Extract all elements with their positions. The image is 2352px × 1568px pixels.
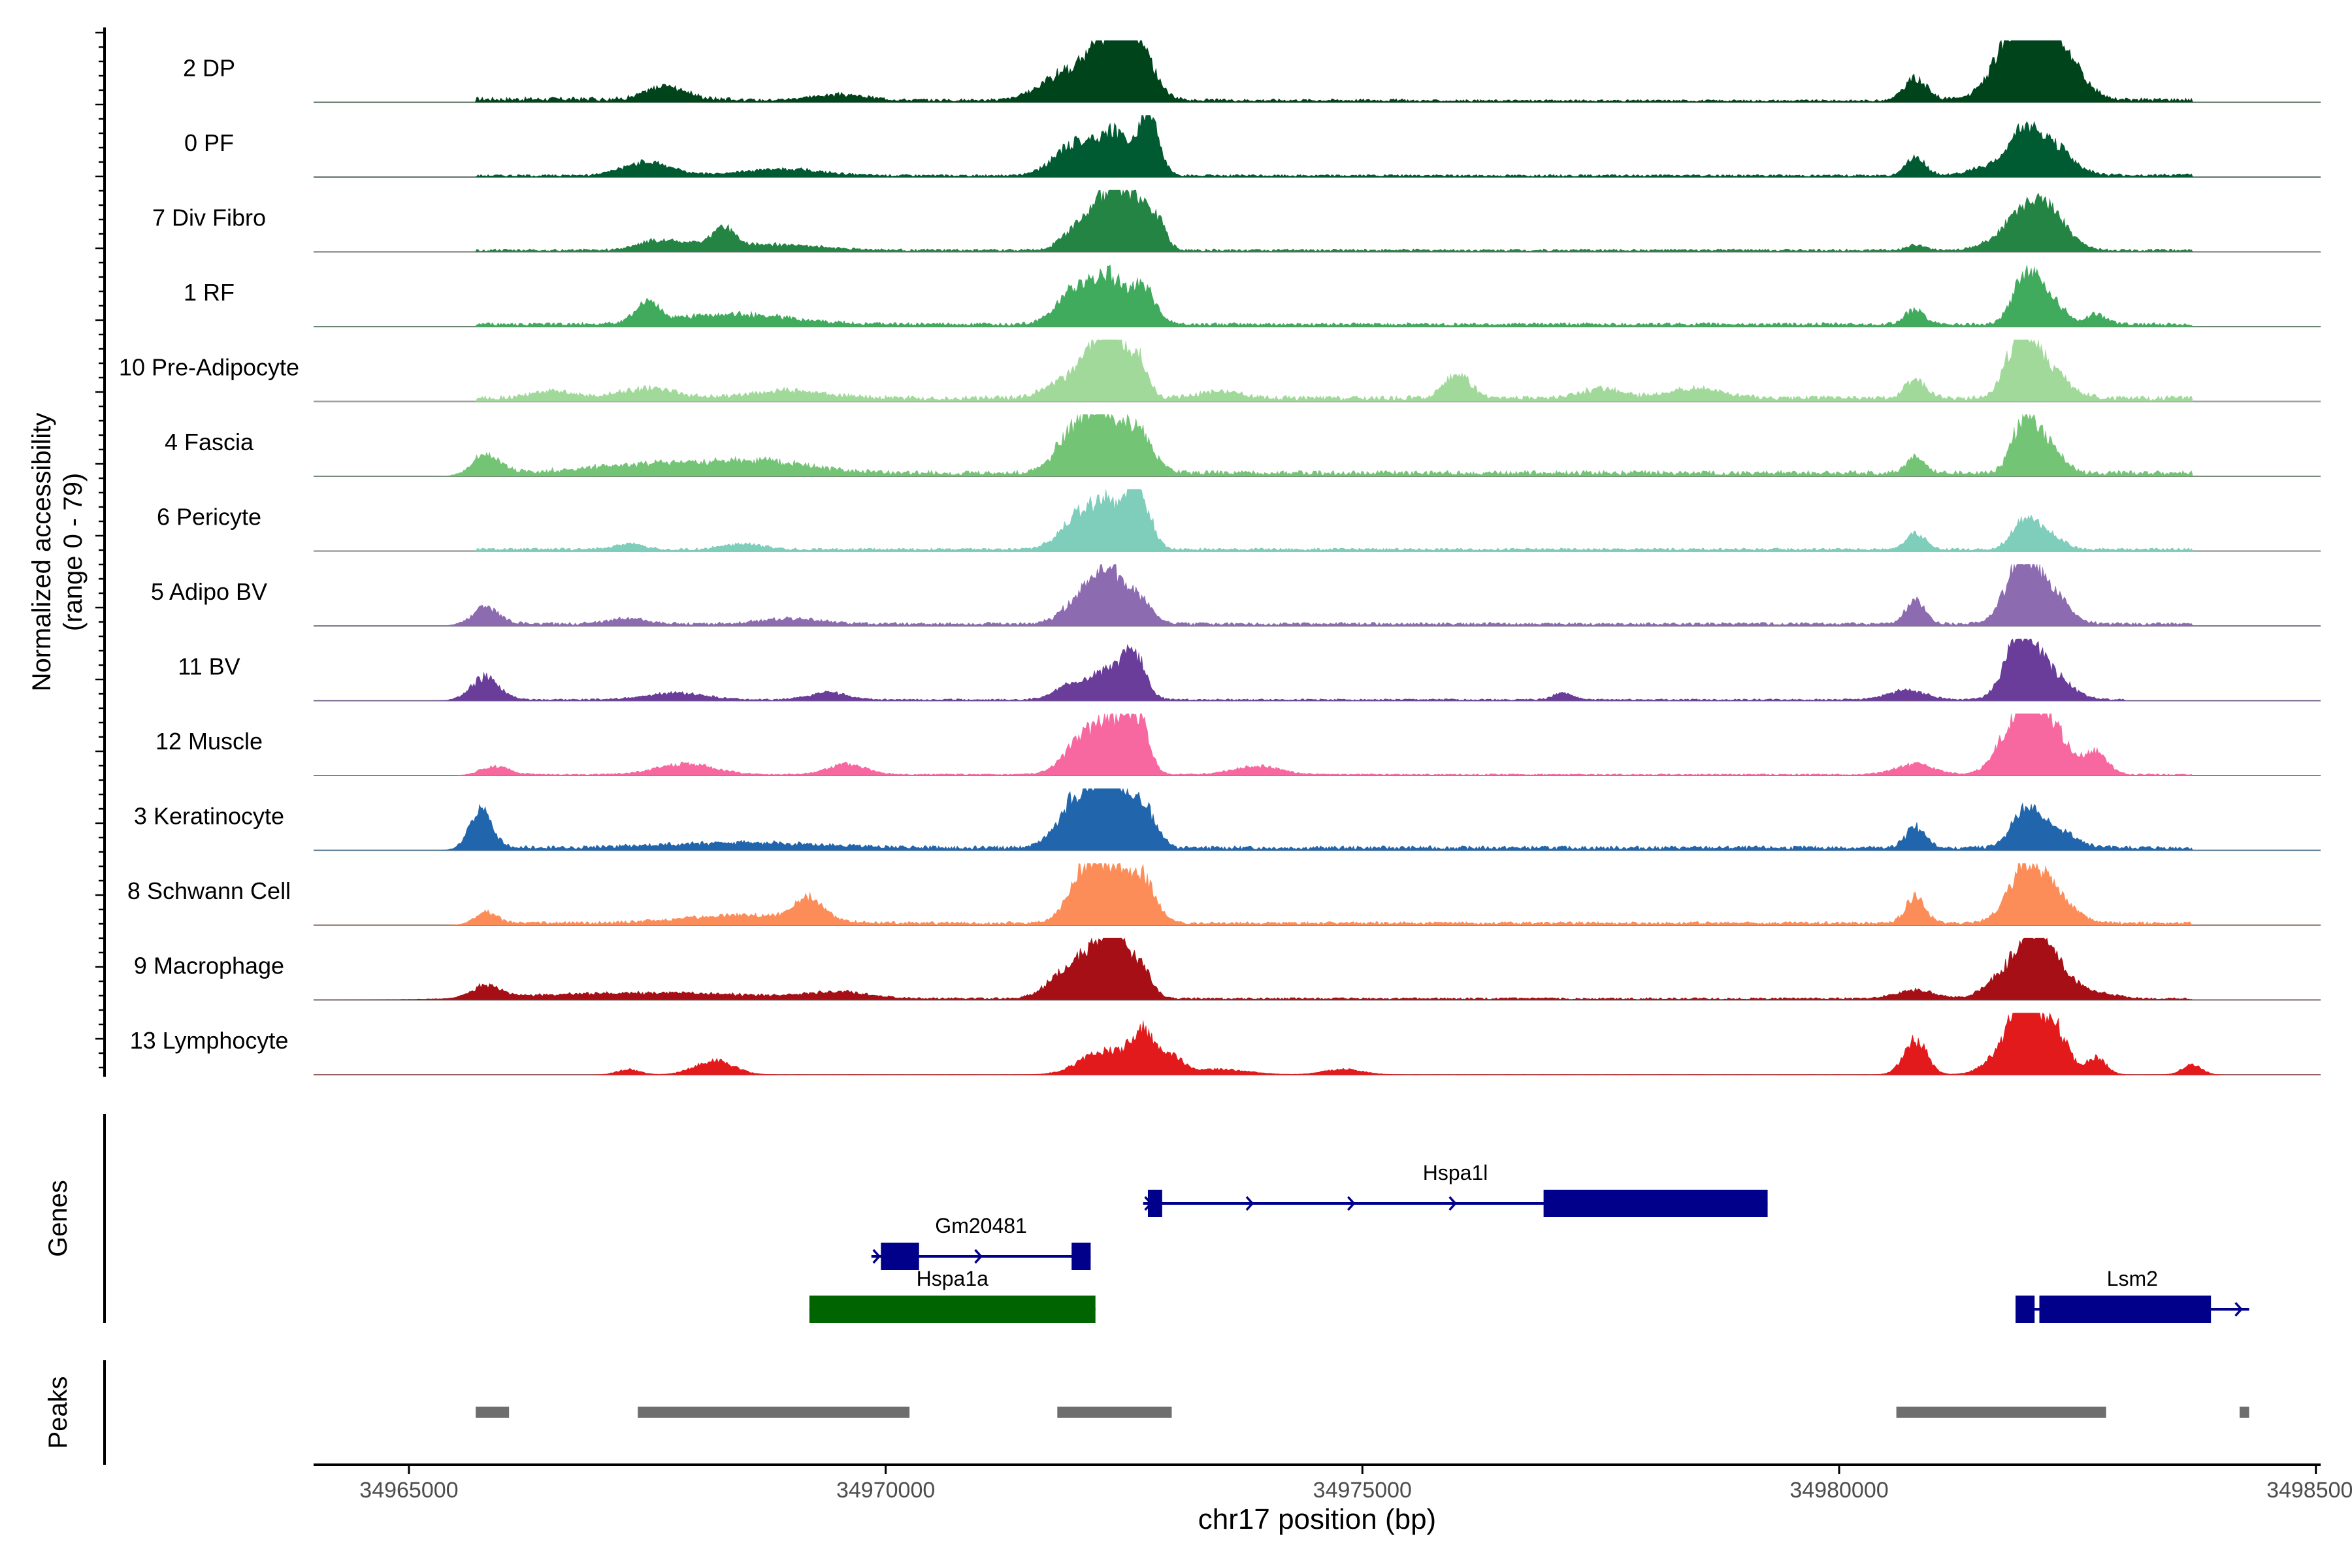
gene-exon — [1071, 1243, 1091, 1270]
genes-panel: Genes Hspa1l Gm20481 Hspa1a Lsm2 — [44, 1114, 2249, 1323]
x-tick-label: 34980000 — [1789, 1478, 1888, 1503]
track-3-keratinocyte: 3 Keratinocyte — [134, 788, 2321, 851]
track-10-pre-adipocyte: 10 Pre-Adipocyte — [119, 339, 2321, 402]
peaks-panel: Peaks — [44, 1360, 2249, 1465]
coverage-area — [314, 638, 2321, 701]
track-label: 4 Fascia — [165, 429, 254, 455]
gene-label: Hspa1l — [1423, 1161, 1488, 1184]
gene-exon — [2039, 1296, 2212, 1323]
track-label: 13 Lymphocyte — [130, 1027, 289, 1054]
gene-label: Lsm2 — [2107, 1267, 2158, 1290]
gene-exon — [881, 1243, 919, 1270]
tracks: 2 DP 0 PF 7 Div Fibro 1 RF 10 Pre-Adipocyte 4… — [119, 40, 2321, 1075]
coverage-area — [314, 40, 2321, 103]
peak-region — [1896, 1407, 2106, 1418]
track-9-macrophage: 9 Macrophage — [134, 938, 2321, 1001]
track-label: 7 Div Fibro — [152, 204, 266, 231]
gene-lsm2: Lsm2 — [2015, 1267, 2249, 1323]
gene-exon — [1147, 1190, 1162, 1217]
strand-arrow — [1347, 1196, 1356, 1211]
coverage-area — [314, 189, 2321, 252]
x-tick-label: 34970000 — [836, 1478, 935, 1503]
coverage-area — [314, 713, 2321, 776]
track-2-dp: 2 DP — [183, 40, 2321, 103]
track-label: 6 Pericyte — [157, 504, 261, 531]
track-label: 3 Keratinocyte — [134, 803, 284, 830]
x-ticks: 34965000 34970000 34975000 34980000 34985000 — [359, 1465, 2352, 1503]
strand-arrow — [872, 1249, 881, 1264]
coverage-area — [314, 414, 2321, 477]
gene-label: Hspa1a — [917, 1267, 989, 1290]
peak-region — [2239, 1407, 2249, 1418]
track-0-pf: 0 PF — [184, 115, 2321, 178]
track-13-lymphocyte: 13 Lymphocyte — [130, 1012, 2321, 1075]
strand-arrow — [1245, 1196, 1254, 1211]
coverage-area — [314, 489, 2321, 551]
track-7-div-fibro: 7 Div Fibro — [152, 189, 2321, 253]
coverage-area — [314, 564, 2321, 627]
peak-region — [1057, 1407, 1172, 1418]
genes-panel-label: Genes — [44, 1180, 73, 1257]
coverage-panel: Normalized accessibility (range 0 - 79) … — [27, 27, 2321, 1077]
track-label: 0 PF — [184, 129, 234, 156]
x-axis-label: chr17 position (bp) — [1198, 1503, 1436, 1535]
x-tick-label: 34975000 — [1313, 1478, 1412, 1503]
genes: Hspa1l Gm20481 Hspa1a Lsm2 — [809, 1161, 2249, 1323]
peaks — [476, 1407, 2249, 1418]
gene-hspa1a: Hspa1a — [809, 1267, 1096, 1323]
gene-exon — [809, 1296, 1096, 1323]
track-label: 5 Adipo BV — [151, 578, 267, 605]
x-tick-label: 34985000 — [2266, 1478, 2352, 1503]
x-tick-label: 34965000 — [359, 1478, 458, 1503]
strand-arrow — [974, 1249, 983, 1264]
track-1-rf: 1 RF — [184, 264, 2321, 327]
track-5-adipo-bv: 5 Adipo BV — [151, 564, 2321, 627]
coverage-area — [314, 1012, 2321, 1075]
peak-region — [638, 1407, 910, 1418]
y-axis-label-line1: Normalized accessibility — [27, 413, 56, 692]
strand-arrow — [1448, 1196, 1457, 1211]
gene-label: Gm20481 — [935, 1214, 1027, 1237]
track-8-schwann-cell: 8 Schwann Cell — [127, 862, 2321, 926]
x-axis: 34965000 34970000 34975000 34980000 34985000… — [314, 1463, 2352, 1535]
strand-arrow — [2234, 1301, 2243, 1317]
coverage-area — [314, 788, 2321, 851]
gene-exon — [1543, 1190, 1768, 1217]
peaks-panel-label: Peaks — [44, 1376, 73, 1448]
track-label: 12 Muscle — [155, 728, 263, 755]
coverage-area — [314, 264, 2321, 327]
track-label: 2 DP — [183, 55, 235, 82]
coverage-area — [314, 862, 2321, 926]
gene-gm20481: Gm20481 — [871, 1214, 1091, 1270]
coverage-area — [314, 339, 2321, 402]
gene-exon — [2015, 1296, 2035, 1323]
track-12-muscle: 12 Muscle — [155, 713, 2321, 776]
peak-region — [476, 1407, 510, 1418]
track-label: 10 Pre-Adipocyte — [119, 354, 299, 381]
track-label: 8 Schwann Cell — [127, 877, 291, 904]
track-label: 1 RF — [184, 279, 235, 306]
track-4-fascia: 4 Fascia — [165, 414, 2321, 477]
track-label: 11 BV — [178, 653, 240, 680]
y-axis-label-line2: (range 0 - 79) — [59, 473, 88, 631]
coverage-area — [313, 938, 2321, 1000]
track-11-bv: 11 BV — [178, 638, 2321, 702]
gene-hspa1l: Hspa1l — [1143, 1161, 1768, 1217]
track-label: 9 Macrophage — [134, 953, 284, 979]
coverage-y-ticks — [95, 31, 105, 1069]
coverage-area — [314, 115, 2321, 178]
track-6-pericyte: 6 Pericyte — [157, 489, 2321, 552]
